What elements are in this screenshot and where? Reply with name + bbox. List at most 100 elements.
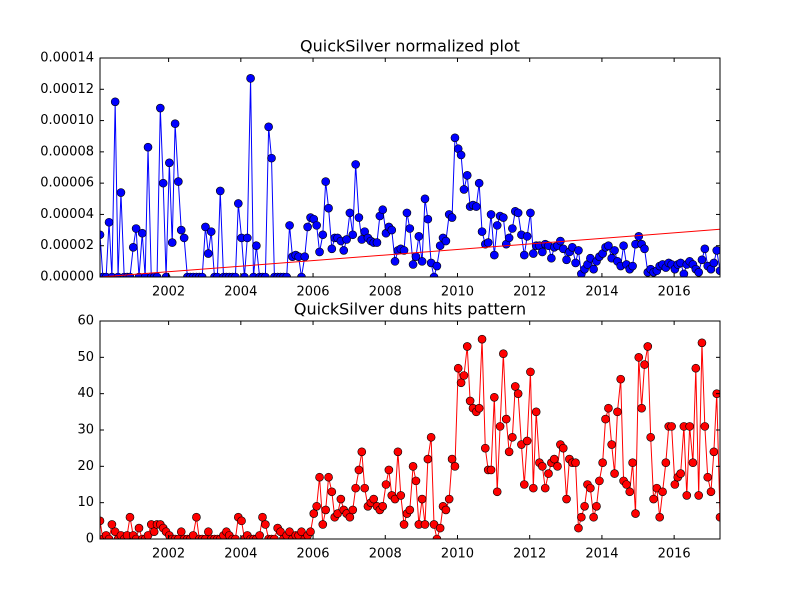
marker: [408, 260, 418, 269]
marker: [351, 160, 360, 169]
marker: [655, 512, 664, 522]
chart-title: QuickSilver normalized plot: [300, 37, 520, 56]
marker: [435, 241, 445, 251]
marker: [649, 494, 658, 504]
marker: [267, 153, 276, 163]
marker: [661, 458, 671, 468]
marker: [547, 253, 556, 263]
marker: [459, 371, 469, 380]
y-tick-label: 0: [86, 532, 94, 547]
marker: [577, 512, 586, 522]
marker: [462, 171, 472, 180]
marker: [592, 501, 601, 511]
marker: [465, 396, 475, 406]
marker: [667, 422, 676, 431]
marker: [712, 246, 720, 255]
marker: [459, 185, 469, 194]
marker: [477, 227, 487, 236]
marker: [628, 261, 637, 271]
marker: [613, 407, 622, 417]
marker: [396, 491, 406, 500]
marker: [237, 516, 246, 526]
marker: [562, 255, 571, 265]
marker: [486, 465, 496, 475]
marker: [646, 432, 655, 442]
marker: [369, 494, 379, 504]
x-tick-label: 2004: [224, 547, 257, 562]
marker: [423, 454, 433, 464]
marker: [321, 505, 330, 515]
marker: [589, 264, 598, 274]
marker: [558, 443, 568, 453]
marker: [306, 527, 315, 537]
y-tick-label: 20: [77, 459, 94, 474]
marker: [634, 232, 644, 241]
marker: [631, 509, 640, 518]
marker: [204, 249, 213, 258]
marker: [691, 363, 701, 373]
marker: [453, 363, 463, 373]
marker: [508, 432, 517, 442]
marker: [499, 349, 508, 359]
marker: [197, 272, 207, 277]
marker: [441, 236, 451, 246]
marker: [128, 242, 138, 252]
marker: [700, 244, 710, 254]
y-tick-label: 0.00002: [40, 238, 94, 253]
marker: [682, 491, 692, 500]
marker: [327, 487, 337, 497]
marker: [450, 462, 460, 471]
plot-area: [100, 74, 720, 277]
marker: [426, 432, 436, 442]
marker: [616, 374, 625, 384]
marker: [100, 230, 105, 240]
marker: [204, 527, 213, 537]
marker: [100, 516, 105, 526]
marker: [628, 458, 637, 468]
marker: [405, 224, 415, 233]
marker: [538, 462, 547, 471]
marker: [685, 422, 694, 431]
marker: [231, 534, 240, 539]
marker: [351, 483, 360, 493]
marker: [134, 523, 144, 533]
marker: [336, 494, 346, 504]
marker: [508, 224, 517, 233]
marker: [604, 403, 613, 413]
marker: [303, 222, 312, 232]
marker: [619, 241, 628, 251]
marker: [540, 483, 550, 493]
marker: [447, 213, 457, 222]
y-tick-label: 0.00014: [40, 51, 94, 66]
y-tick-label: 50: [77, 350, 94, 365]
marker: [715, 266, 720, 276]
marker: [462, 342, 472, 351]
marker: [393, 447, 403, 457]
marker: [688, 458, 698, 468]
chart-title: QuickSilver duns hits pattern: [294, 300, 526, 319]
marker: [156, 103, 165, 113]
marker: [384, 465, 394, 475]
x-tick-label: 2008: [369, 547, 402, 562]
marker: [345, 208, 355, 218]
marker: [549, 454, 559, 464]
marker: [589, 512, 598, 522]
marker: [637, 403, 646, 413]
marker: [544, 469, 553, 478]
x-tick-label: 2006: [296, 285, 329, 300]
marker: [354, 465, 364, 475]
marker: [610, 469, 619, 478]
marker: [258, 512, 267, 522]
marker: [483, 238, 493, 247]
marker: [670, 480, 680, 489]
marker: [411, 476, 421, 486]
marker: [309, 509, 319, 518]
marker: [270, 534, 279, 539]
marker: [562, 494, 571, 504]
plot-area: [100, 334, 720, 539]
marker: [607, 440, 616, 449]
marker: [598, 458, 607, 468]
marker: [131, 224, 141, 233]
marker: [354, 213, 364, 222]
